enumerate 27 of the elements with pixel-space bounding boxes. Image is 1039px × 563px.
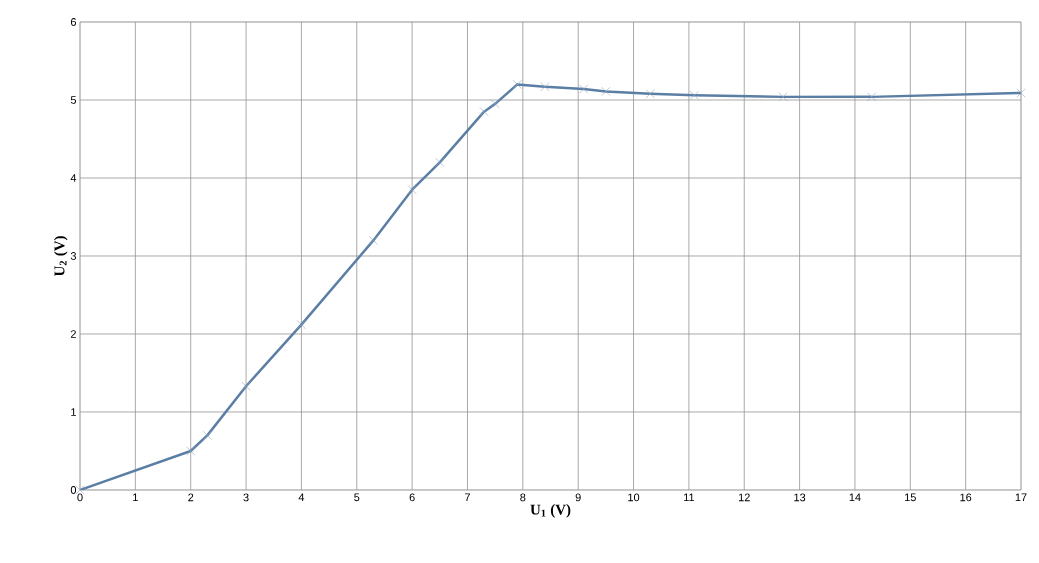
x-tick-label: 1 — [133, 493, 138, 502]
x-axis-title: U$_{1}$ (V) — [530, 504, 571, 518]
y-tick-label: 2 — [70, 330, 76, 338]
x-tick-label: 0 — [77, 493, 83, 502]
y-tick-label: 3 — [70, 252, 76, 260]
x-tick-label: 15 — [905, 493, 916, 502]
x-tick-label: 4 — [298, 493, 305, 502]
x-tick-label: 13 — [794, 493, 806, 502]
y-tick-label: 0 — [70, 486, 77, 494]
y-axis-title: U$_{2}$ (V) — [54, 236, 68, 277]
x-tick-label: 16 — [960, 493, 972, 502]
y-tick-label: 1 — [71, 408, 76, 416]
x-tick-label: 11 — [684, 493, 695, 502]
y-tick-label: 5 — [70, 96, 77, 104]
x-tick-label: 8 — [520, 493, 526, 502]
x-tick-label: 17 — [1015, 493, 1027, 502]
x-tick-label: 14 — [849, 493, 861, 502]
x-tick-label: 10 — [628, 493, 640, 502]
x-tick-label: 5 — [354, 493, 360, 502]
y-tick-label: 6 — [70, 18, 76, 26]
x-tick-label: 7 — [465, 493, 470, 502]
x-tick-label: 12 — [738, 493, 750, 502]
x-tick-label: 6 — [409, 493, 415, 502]
x-tick-label: 3 — [243, 493, 249, 502]
x-tick-label: 2 — [188, 493, 194, 502]
y-tick-label: 4 — [70, 174, 77, 182]
x-tick-label: 9 — [575, 493, 581, 502]
